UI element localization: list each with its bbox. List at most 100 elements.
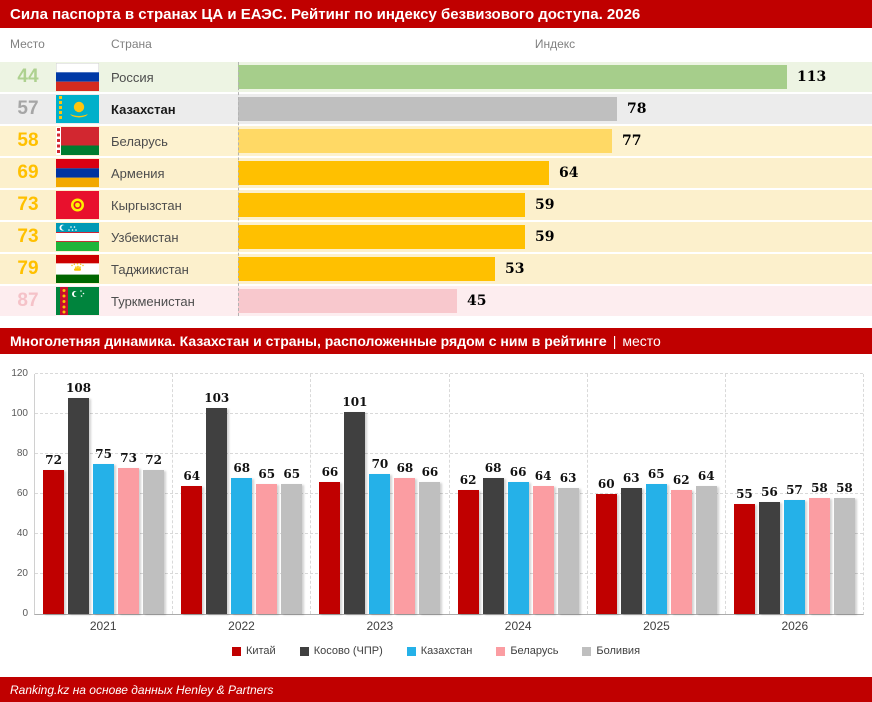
bar-kosovo-2021: 108 — [66, 381, 91, 614]
index-bar-track: 78 — [238, 94, 872, 124]
bar-bolivia-2021: 72 — [143, 453, 165, 614]
bar-bolivia-2025: 64 — [695, 469, 717, 614]
index-bar-tajikistan — [238, 257, 495, 281]
index-bar-track: 77 — [238, 126, 872, 156]
rank-value: 73 — [17, 194, 39, 215]
country-name: Беларусь — [111, 133, 168, 149]
legend-item-bolivia: Боливия — [582, 645, 640, 657]
bar-value-label: 73 — [120, 451, 137, 465]
source-text: Ranking.kz на основе данных Henley & Par… — [10, 682, 274, 697]
bar-value-label: 70 — [371, 457, 389, 471]
index-value-label: 59 — [535, 197, 555, 213]
dynamics-title-separator: | — [612, 333, 617, 349]
index-bar-track: 59 — [238, 222, 872, 252]
legend-swatch-kosovo — [299, 646, 309, 656]
bar-value-label: 65 — [647, 467, 665, 481]
bar-group-2026: 55 56 57 58 58 — [724, 374, 863, 614]
bar-baseline-dashed-line — [238, 62, 239, 316]
ranking-row-kazakhstan: 57 Казахстан 78 — [0, 94, 872, 124]
grid-line — [35, 533, 863, 534]
grid-line — [35, 493, 863, 494]
column-header-rank: Место — [10, 37, 45, 51]
legend-swatch-bolivia — [582, 646, 592, 656]
bar-belarus-2023: 68 — [394, 461, 416, 614]
y-axis-label: 0 — [22, 608, 28, 619]
bar-value-label: 66 — [321, 465, 339, 479]
bar-value-label: 101 — [342, 395, 368, 409]
index-value-label: 45 — [467, 293, 487, 309]
legend-item-belarus: Беларусь — [496, 645, 558, 657]
legend-label: Китай — [245, 645, 276, 657]
bar-value-label: 64 — [534, 469, 552, 483]
index-bar-track: 53 — [238, 254, 872, 284]
x-axis-label-2026: 2026 — [781, 619, 809, 633]
column-header-index: Индекс — [534, 37, 576, 51]
bar-value-label: 68 — [396, 461, 414, 475]
bar-china-2022: 64 — [181, 469, 203, 614]
rank-value: 69 — [17, 162, 39, 183]
bar-value-label: 56 — [761, 485, 778, 499]
bar-kosovo-2025: 63 — [620, 471, 642, 614]
bar-kazakhstan-2023: 70 — [369, 457, 391, 614]
index-value-label: 53 — [505, 261, 525, 277]
dynamics-title-unit: место — [622, 333, 661, 349]
index-bar-uzbekistan — [238, 225, 525, 249]
bar-value-label: 72 — [145, 453, 162, 467]
bar-kosovo-2024: 68 — [482, 461, 504, 614]
index-bar-kyrgyzstan — [238, 193, 525, 217]
bar-value-label: 65 — [258, 467, 276, 481]
column-header-country: Страна — [111, 37, 152, 51]
index-bar-track: 45 — [238, 286, 872, 316]
bar-value-label: 72 — [45, 453, 62, 467]
bar-group-2021: 72 108 75 73 72 — [35, 374, 172, 614]
country-name: Кыргызстан — [111, 197, 182, 213]
rank-value: 73 — [17, 226, 39, 247]
legend-swatch-belarus — [496, 646, 506, 656]
legend-label: Косово (ЧПР) — [313, 645, 383, 657]
bar-belarus-2021: 73 — [118, 451, 140, 614]
bar-group-2025: 60 63 65 62 64 — [586, 374, 725, 614]
index-value-label: 77 — [622, 133, 642, 149]
grid-line — [35, 573, 863, 574]
legend-item-china: Китай — [231, 645, 276, 657]
flag-turkmenistan-icon — [56, 287, 99, 315]
ranking-row-kyrgyzstan: 73 Кыргызстан 59 — [0, 190, 872, 220]
bar-value-label: 62 — [672, 473, 690, 487]
y-axis-label: 120 — [11, 368, 28, 379]
main-title-band: Сила паспорта в странах ЦА и ЕАЭС. Рейти… — [0, 0, 872, 28]
index-bar-turkmenistan — [238, 289, 457, 313]
legend-item-kosovo: Косово (ЧПР) — [299, 645, 383, 657]
ranking-table: 44 Россия 113 57 Казахстан 78 58 Беларусь 77 69 Ар… — [0, 62, 872, 316]
legend-label: Беларусь — [510, 645, 559, 657]
bar-kazakhstan-2025: 65 — [645, 467, 667, 614]
index-bar-kazakhstan — [238, 97, 617, 121]
x-axis-label-2022: 2022 — [228, 619, 255, 633]
legend-swatch-china — [231, 646, 241, 656]
bar-value-label: 65 — [283, 467, 301, 481]
bar-group-2024: 62 68 66 64 63 — [448, 374, 587, 614]
chart-legend: Китай Косово (ЧПР) Казахстан Беларусь Боливи… — [0, 645, 872, 657]
bar-china-2023: 66 — [319, 465, 341, 614]
bar-value-label: 64 — [183, 469, 201, 483]
bar-value-label: 66 — [509, 465, 527, 479]
bar-value-label: 64 — [697, 469, 715, 483]
dynamics-chart: 0 20 40 60 80 100 120 72 108 75 73 72 64 103 68 65 65 66… — [0, 368, 872, 657]
y-axis-label: 40 — [16, 528, 28, 539]
bar-bolivia-2023: 66 — [419, 465, 441, 614]
bar-value-label: 62 — [459, 473, 477, 487]
rank-value: 57 — [17, 98, 39, 119]
dynamics-title-band: Многолетняя динамика. Казахстан и страны… — [0, 328, 872, 354]
country-name: Россия — [111, 69, 154, 85]
bar-kosovo-2026: 56 — [758, 485, 780, 614]
grid-line — [35, 413, 863, 414]
legend-swatch-kazakhstan — [406, 646, 416, 656]
bar-kosovo-2022: 103 — [204, 391, 229, 614]
bar-kazakhstan-2022: 68 — [231, 461, 253, 614]
flag-kazakhstan-icon — [56, 95, 99, 123]
bar-bolivia-2024: 63 — [557, 471, 579, 614]
country-name: Таджикистан — [111, 261, 189, 277]
flag-tajikistan-icon — [56, 255, 99, 283]
bar-kazakhstan-2024: 66 — [507, 465, 529, 614]
bar-china-2021: 72 — [43, 453, 65, 614]
x-axis-label-2023: 2023 — [366, 619, 394, 633]
